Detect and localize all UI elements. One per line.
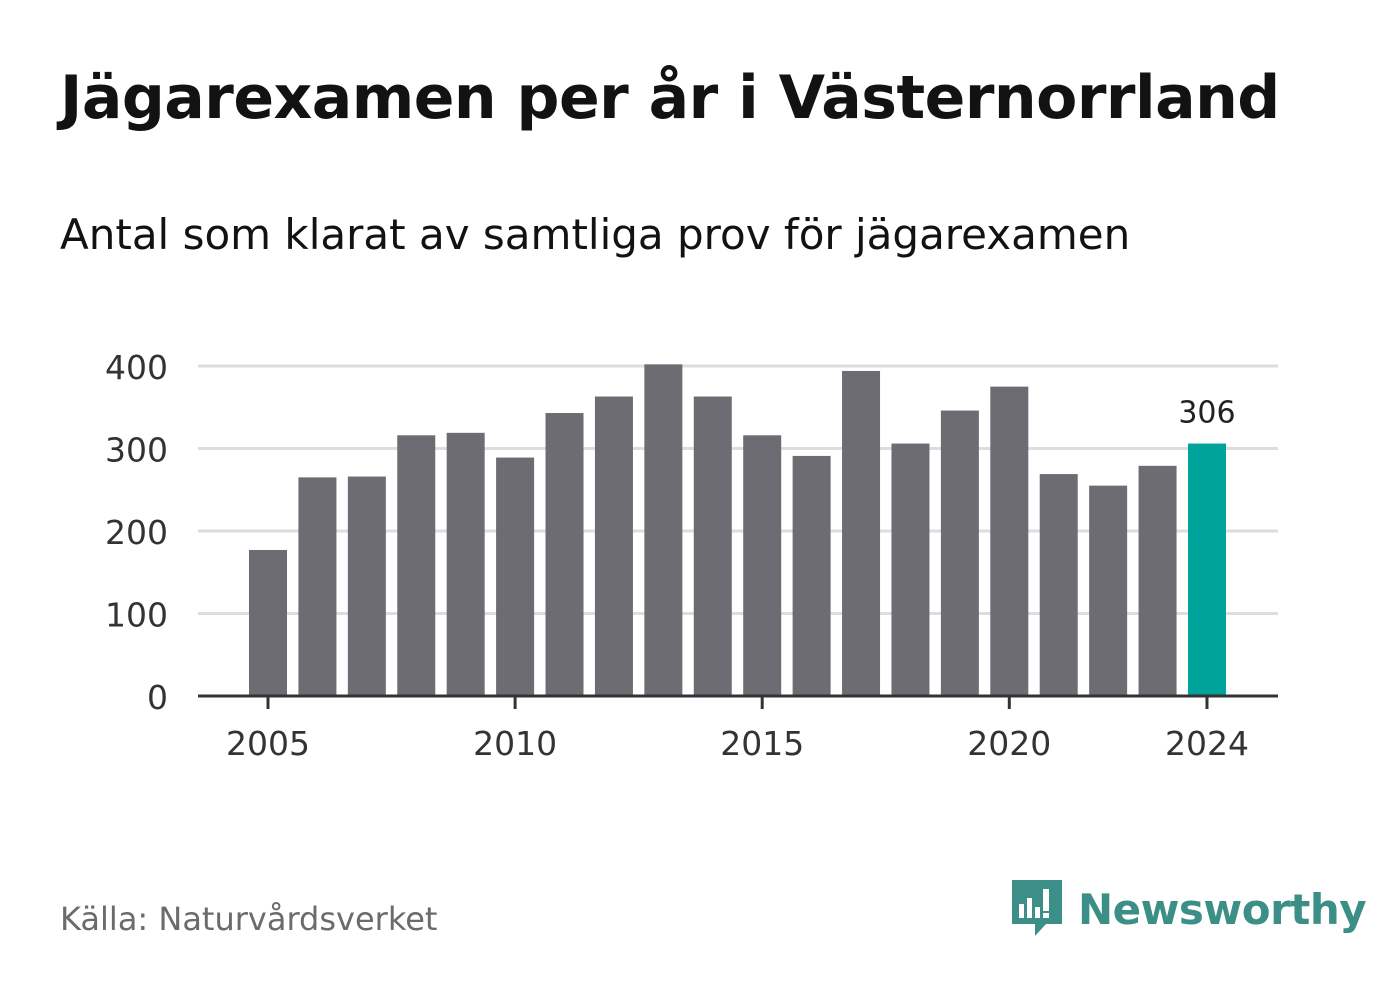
bar-2007 [347,476,386,696]
source-note: Källa: Naturvårdsverket [60,900,438,938]
newsworthy-logo-icon [1012,880,1062,936]
bar-2020 [990,386,1029,696]
bar-2013 [644,364,683,696]
y-tick-label: 200 [105,513,168,552]
bar-2014 [693,396,732,696]
bar-2018 [891,443,930,696]
x-tick-label: 2005 [226,724,310,763]
bar-2023 [1138,465,1177,696]
bars [249,364,1226,696]
bar-2008 [397,435,436,696]
bar-2010 [496,457,535,696]
y-axis-ticks: 0 100 200 300 400 [105,348,168,717]
x-tick-label: 2015 [720,724,804,763]
bar-2012 [594,396,633,696]
x-axis-ticks: 2005 2010 2015 2020 2024 [226,696,1249,763]
y-tick-label: 0 [147,678,168,717]
bar-2016 [792,455,831,696]
data-labels: 306 [1178,396,1235,431]
data-label-2024: 306 [1178,396,1235,431]
x-tick-label: 2020 [967,724,1051,763]
bar-2022 [1089,485,1128,696]
x-tick-label: 2010 [473,724,557,763]
bar-2009 [446,432,485,696]
bar-2015 [743,435,782,696]
y-tick-label: 300 [105,431,168,470]
bar-2017 [842,370,881,696]
bar-2021 [1039,474,1078,696]
x-tick-label: 2024 [1165,724,1249,763]
bar-2011 [545,413,584,696]
bar-2006 [298,477,337,696]
chart-title: Jägarexamen per år i Västernorrland [60,63,1280,133]
bar-2024 [1187,443,1226,696]
chart-subtitle: Antal som klarat av samtliga prov för jä… [60,210,1131,259]
bar-2005 [249,549,287,696]
brand-name: Newsworthy [1078,884,1367,934]
bar-chart: 0 100 200 300 400 306 2005 2010 2015 2020 2024 [105,348,1278,763]
y-tick-label: 100 [105,596,168,635]
bar-2019 [940,410,979,696]
y-tick-label: 400 [105,348,168,387]
brand-logo: Newsworthy [1010,878,1367,940]
